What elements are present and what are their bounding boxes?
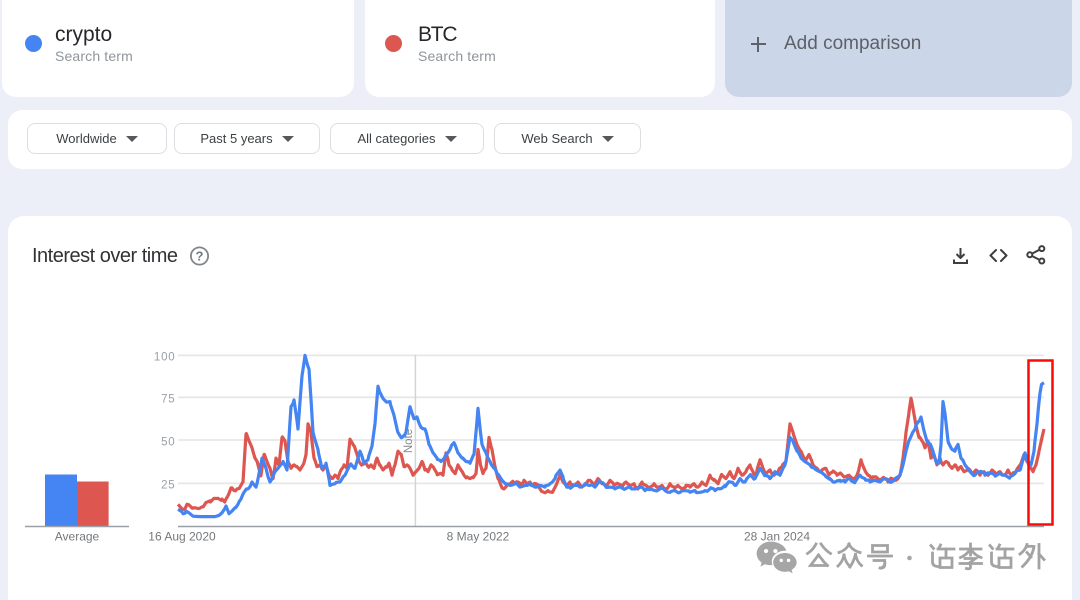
svg-text:75: 75: [161, 394, 175, 406]
svg-text:100: 100: [154, 352, 176, 364]
svg-text:Average: Average: [55, 530, 100, 544]
svg-text:28 Jan 2024: 28 Jan 2024: [744, 530, 810, 544]
svg-text:25: 25: [161, 480, 175, 492]
svg-text:8 May 2022: 8 May 2022: [447, 530, 510, 544]
svg-text:16 Aug 2020: 16 Aug 2020: [148, 530, 216, 544]
svg-text:50: 50: [161, 437, 175, 449]
svg-text:?: ?: [196, 249, 204, 264]
